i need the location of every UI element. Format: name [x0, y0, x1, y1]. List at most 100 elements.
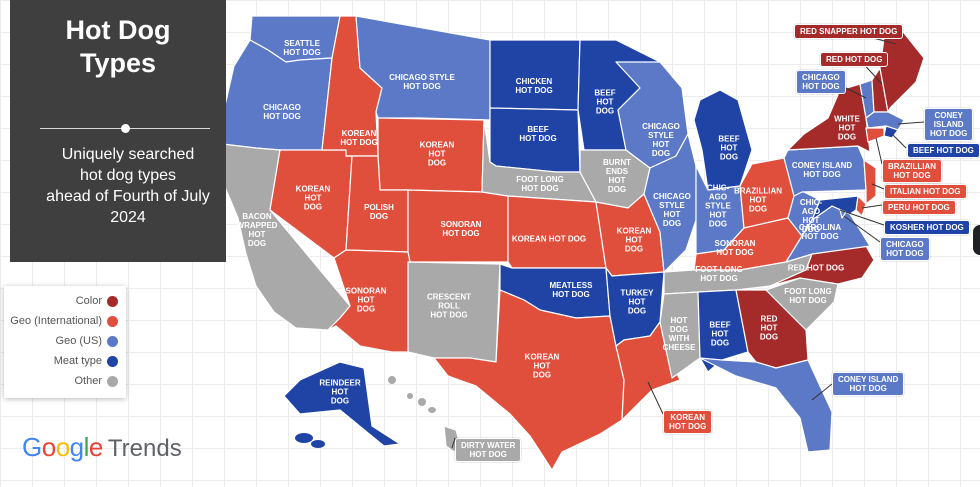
state-nc: [769, 245, 875, 287]
state-label-ut: POLISH DOG: [364, 203, 394, 221]
leader-line-de: [861, 204, 883, 209]
state-label-wi: CHICAGO STYLE HOT DOG: [642, 122, 680, 158]
leader-line-dc: [843, 215, 881, 243]
leader-line-ct: [875, 137, 883, 165]
state-label-ar: TURKEY HOT DOG: [620, 288, 654, 316]
legend-label: Color: [75, 295, 102, 307]
legend-label: Geo (International): [10, 315, 102, 327]
callout-nj: ITALIAN HOT DOG: [884, 184, 967, 199]
legend-swatch: [107, 376, 118, 387]
state-label-or: CHICAGO HOT DOG: [263, 103, 301, 121]
state-label-ia: BURNT ENDS HOT DOG: [603, 158, 631, 194]
state-label-co: SONORAN HOT DOG: [440, 220, 482, 238]
state-label-ny: WHITE HOT DOG: [834, 114, 860, 142]
callout-ct: BRAZILLIAN HOT DOG: [882, 159, 942, 183]
state-az: [327, 249, 411, 353]
callout-ma: CONEY ISLAND HOT DOG: [924, 108, 974, 141]
legend-item-color: Color: [4, 292, 126, 312]
hawaii-island: [418, 398, 426, 406]
state-label-sd: BEEF HOT DOG: [519, 125, 557, 143]
state-label-ms: HOT DOG WITH CHEESE: [662, 316, 696, 352]
leader-line-md: [839, 209, 885, 226]
state-label-pa: CONEY ISLAND HOT DOG: [791, 161, 853, 179]
state-il: [643, 133, 697, 273]
state-label-wa: SEATTLE HOT DOG: [283, 39, 321, 57]
state-ri: [883, 125, 899, 139]
state-label-mi: BEEF HOT DOG: [718, 134, 740, 162]
state-label-tn: FOOT LONG HOT DOG: [695, 265, 743, 283]
leader-line-nj: [871, 183, 885, 190]
scroll-handle[interactable]: [973, 225, 980, 255]
state-label-il: CHICAGO STYLE HOT DOG: [653, 192, 691, 228]
state-label-mn: BEEF HOT DOG: [594, 88, 616, 116]
state-label-wy: KOREAN HOT DOG: [419, 140, 455, 168]
legend-item-geo-us: Geo (US): [4, 332, 126, 352]
state-label-ky: SONORAN HOT DOG: [714, 239, 756, 257]
callout-leaders: [451, 33, 925, 449]
title-panel: Hot Dog Types Uniquely searched hot dog …: [10, 0, 226, 262]
state-label-az: SONORAN HOT DOG: [345, 286, 387, 314]
leader-line-ri: [891, 133, 907, 149]
state-ak: [283, 361, 401, 447]
callout-hi: DIRTY WATER HOT DOG: [455, 438, 522, 462]
state-label-va: CAROLINA HOT DOG: [798, 223, 842, 241]
callout-ri: BEEF HOT DOG: [907, 143, 980, 158]
state-fl: [699, 357, 833, 453]
state-label-ca: BACON WRAPPED HOT DOG: [236, 212, 278, 248]
legend-item-meat-type: Meat type: [4, 352, 126, 372]
state-label-ak: REINDEER HOT DOG: [319, 378, 361, 406]
callout-nh: RED HOT DOG: [820, 52, 889, 67]
legend-label: Meat type: [53, 355, 102, 367]
hawaii-island: [407, 393, 413, 399]
state-ma: [865, 111, 905, 131]
callout-me: RED SNAPPER HOT DOG: [794, 24, 904, 39]
states-layer: [221, 15, 925, 471]
state-label-mo: KOREAN HOT DOG: [616, 226, 652, 254]
state-label-sc: FOOT LONG HOT DOG: [784, 287, 832, 305]
state-label-ok: MEATLESS HOT DOG: [549, 281, 593, 299]
trends-wordmark: Trends: [107, 435, 182, 462]
google-wordmark: Google: [22, 432, 103, 462]
legend-label: Other: [74, 375, 102, 387]
state-label-ga: RED HOT DOG: [759, 314, 779, 342]
callout-la: KOREAN HOT DOG: [663, 410, 713, 434]
leader-line-ma: [897, 121, 925, 125]
state-nd: [489, 39, 581, 111]
callout-de: PERU HOT DOG: [882, 200, 956, 215]
state-label-ks: KOREAN HOT DOG: [511, 234, 587, 244]
state-label-ne: FOOT LONG HOT DOG: [516, 175, 564, 193]
leader-line-fl: [811, 383, 833, 401]
leader-line-hi: [451, 437, 456, 449]
state-label-tx: KOREAN HOT DOG: [524, 352, 560, 380]
legend-label: Geo (US): [55, 335, 102, 347]
state-label-in: CHIC- AGO STYLE HOT DOG: [705, 183, 731, 229]
alaska-island: [311, 440, 325, 448]
legend-swatch: [107, 296, 118, 307]
state-ks: [507, 195, 607, 269]
state-label-nc: RED HOT DOG: [787, 263, 845, 273]
legend-item-other: Other: [4, 372, 126, 392]
state-nj: [863, 159, 877, 205]
state-label-al: BEEF HOT DOG: [709, 320, 731, 348]
leader-line-la: [647, 381, 664, 415]
state-label-id: KOREAN HOT DOG: [340, 129, 378, 147]
legend-swatch: [107, 356, 118, 367]
state-label-nm: CRESCENT ROLL HOT DOG: [426, 292, 472, 320]
divider-dot: [121, 124, 130, 133]
state-label-nv: KOREAN HOT DOG: [295, 184, 331, 212]
alaska-island: [295, 433, 313, 443]
state-label-wv: CHIC- AGO HOT DOG: [799, 198, 823, 234]
legend: Color Geo (International) Geo (US) Meat …: [4, 286, 126, 398]
hawaii-island: [388, 376, 396, 384]
callout-vt: CHICAGO HOT DOG: [796, 70, 846, 94]
state-me: [879, 27, 925, 113]
state-label-mt: CHICAGO STYLE HOT DOG: [389, 73, 455, 91]
legend-swatch: [107, 336, 118, 347]
callout-md: KOSHER HOT DOG: [884, 220, 970, 235]
page-title: Hot Dog Types: [65, 15, 171, 78]
legend-swatch: [107, 316, 118, 327]
callout-dc: CHICAGO HOT DOG: [880, 237, 930, 261]
google-trends-logo: Google Trends: [22, 432, 182, 463]
state-ct: [865, 127, 885, 143]
